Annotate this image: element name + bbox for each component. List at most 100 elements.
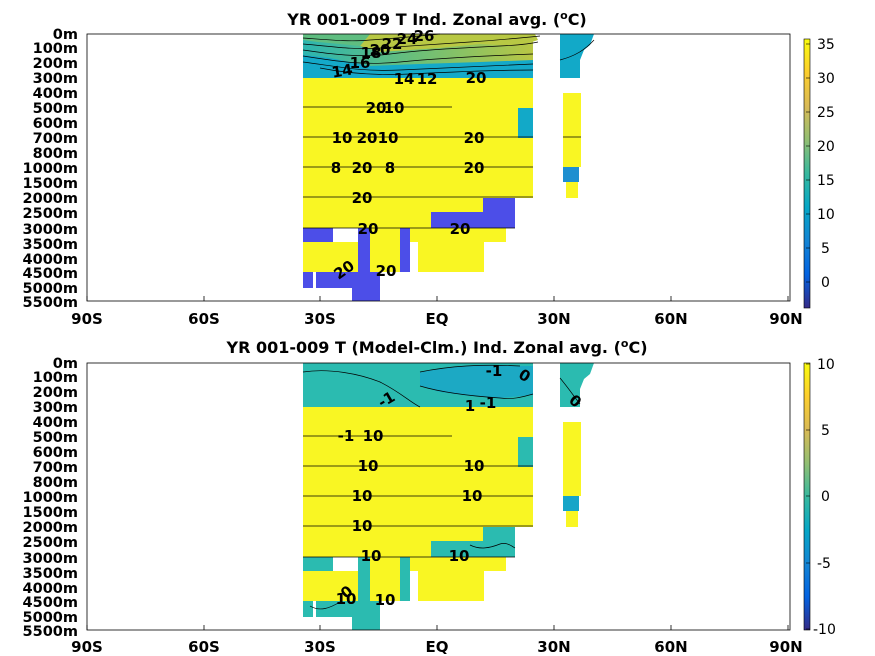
y-tick-label: 2500m [23,206,78,222]
y-tick-label: 4000m [23,581,78,597]
panel-1-strip-north-blue [563,167,579,182]
contour-label: 20 [370,41,391,59]
contour-label: 14 [330,60,354,81]
y-tick-label: 800m [33,146,78,162]
panel-1-region-yellow-left [303,198,431,228]
contour-label: 20 [366,99,387,117]
y-tick-label: 400m [33,86,78,102]
y-tick-label: 100m [33,41,78,57]
contour-label: 22 [382,35,403,53]
panel-2-strip-north-teal [563,496,579,511]
contour-label: 10 [358,457,379,475]
panel-1-axes-frame [86,33,791,302]
panel-2-region-yellow-lower2 [418,571,484,601]
panel-2-title: YR 001-009 T (Model-Clm.) Ind. Zonal avg… [225,337,647,357]
y-tick-label: 300m [33,400,78,416]
y-tick-label: 200m [33,385,78,401]
panel-2-contour-labels: -1 0 -1 0 1 -1 -1 10 10 10 10 10 10 10 1… [336,362,585,609]
x-tick-label: 30S [304,310,336,328]
panel-2-axes-frame [86,362,791,631]
panel-2-region-yellow-narrow [370,565,400,601]
x-tick-label: 60S [188,310,220,328]
panel-1: YR 001-009 T Ind. Zonal avg. (oC) [23,9,835,328]
y-tick-label: 1500m [23,505,78,521]
panel-1-field [303,34,594,301]
colorbar-tick-label: -5 [817,556,831,572]
panel-1-region-blue-left-3000 [303,228,333,242]
colorbar-tick-label: 5 [821,423,830,439]
contour-label: 10 [352,487,373,505]
panel-2-contour-line [469,543,516,549]
panel-1-strip-north-yellow [563,93,581,167]
panel-2-region-teal-4500 [303,601,313,617]
panel-1-colorbar-gradient [803,38,811,309]
panel-2-region-teal-5500 [352,617,380,630]
panel-1-region-blue-4500 [303,272,313,288]
panel-2-x-axis: 90S 60S 30S EQ 30N 60N 90N [71,625,803,656]
panel-1-contours [302,33,595,229]
panel-2-colorbar-gradient [803,362,811,631]
contour-label: 10 [352,517,373,535]
panel-1-colorbar: 35 30 25 20 15 10 5 0 [803,37,835,309]
panel-1-region-right-edge [518,108,533,138]
panel-1-contour-line [559,39,595,61]
panel-2-colorbar: 10 5 0 -5 -10 [803,357,836,638]
contour-label: 20 [357,129,378,147]
contour-label: 10 [361,547,382,565]
y-tick-label: 1000m [23,490,78,506]
colorbar-tick-label: 30 [817,71,835,87]
contour-label: 20 [466,69,487,87]
panel-2-region-yellow-left [303,527,431,557]
y-tick-label: 600m [33,445,78,461]
y-tick-label: 4500m [23,595,78,611]
panel-2-region-yellow-right [431,527,483,541]
panel-2-region-cool-patch [420,365,533,398]
y-tick-label: 3000m [23,551,78,567]
x-tick-label: 90S [71,638,103,656]
panel-2-strip-north-yellow2 [566,511,578,527]
panel-1-strip-north-top [560,34,594,78]
contour-label: 18 [361,44,382,62]
panel-2-region-teal-narrow [358,557,370,601]
contour-label: 1 [465,397,475,415]
panel-1-title: YR 001-009 T Ind. Zonal avg. (oC) [286,9,587,29]
colorbar-tick-label: 5 [821,241,830,257]
panel-1-region-blue-5500 [352,288,380,301]
y-tick-label: 300m [33,71,78,87]
contour-label: 10 [462,487,483,505]
y-tick-label: 3000m [23,222,78,238]
panel-2-contour-line [559,377,581,405]
y-tick-label: 0m [53,27,78,43]
contour-label: 10 [332,129,353,147]
x-tick-label: EQ [426,638,449,656]
x-tick-label: 30N [537,638,570,656]
panel-1-region-blue-narrow2 [400,228,410,272]
panel-1-contour-line [302,53,534,64]
panel-1-region-yellow-main [303,78,533,198]
panel-2-region-teal-narrow2 [400,557,410,601]
y-tick-label: 1000m [23,161,78,177]
contour-label: -1 [486,362,503,380]
colorbar-tick-label: -10 [813,622,836,638]
y-tick-label: 400m [33,415,78,431]
contour-label: 20 [376,262,397,280]
y-tick-label: 2000m [23,520,78,536]
y-tick-label: 500m [33,430,78,446]
contour-label: 16 [350,54,371,72]
panel-1-region-yellow-lower2 [418,242,484,272]
contour-label: 8 [385,159,395,177]
contour-label: 10 [363,427,384,445]
panel-1-contour-line [302,35,541,49]
contour-label: 20 [464,129,485,147]
panel-2-contour-line [302,370,421,408]
contour-label: 26 [414,27,435,45]
y-tick-label: 3500m [23,237,78,253]
contour-label: 14 [394,70,415,88]
contour-label: 10 [375,591,396,609]
panel-1-contour-line [319,67,534,75]
y-tick-label: 5000m [23,281,78,297]
x-tick-label: 60S [188,638,220,656]
colorbar-tick-label: 0 [821,489,830,505]
contour-label: 8 [331,159,341,177]
